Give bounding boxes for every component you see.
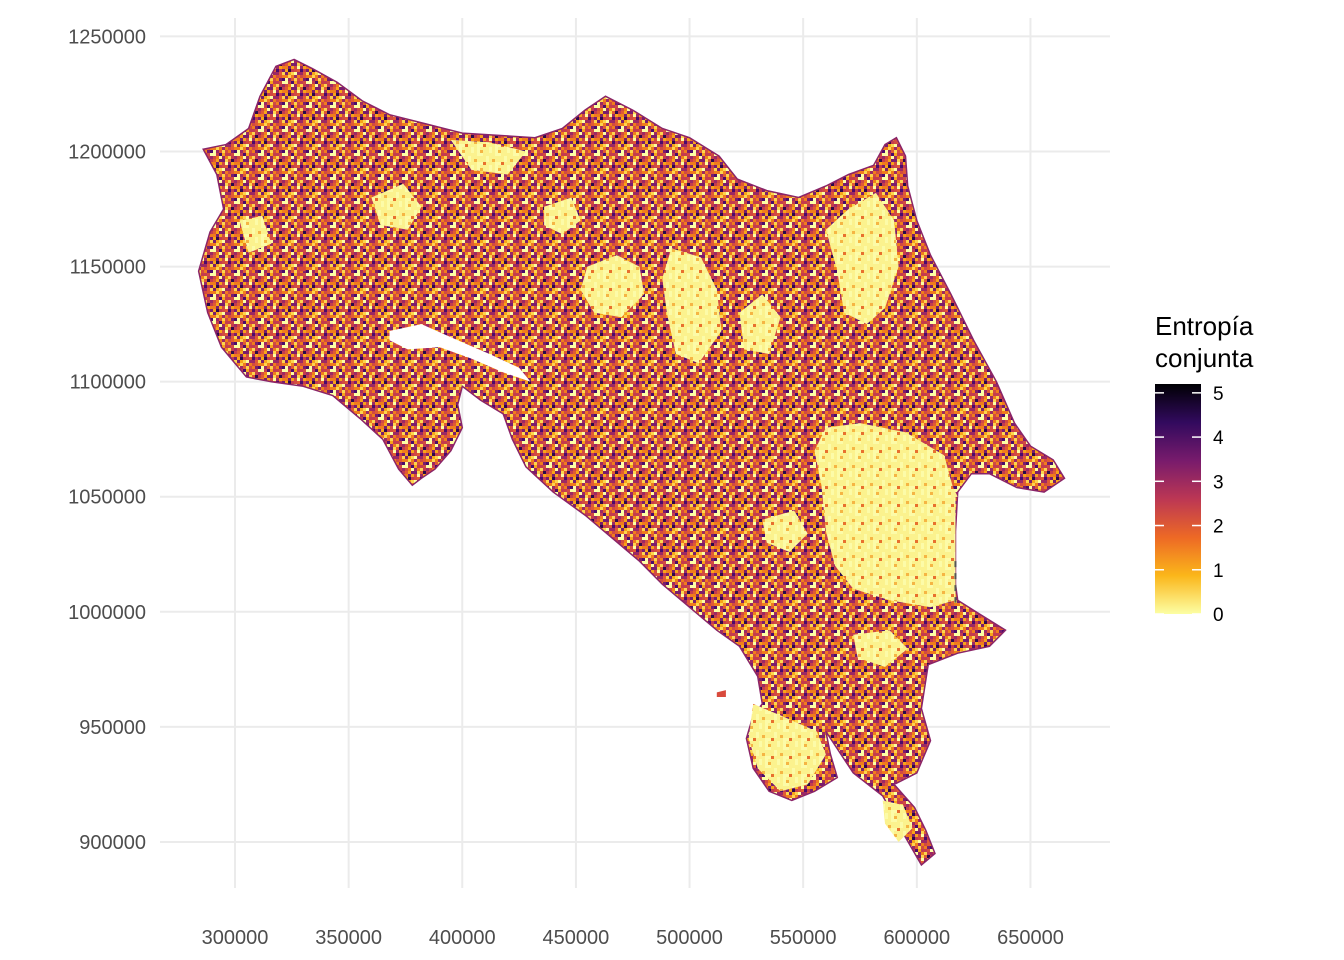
x-tick-label: 450000 <box>543 927 610 949</box>
low-entropy-zone <box>921 473 958 502</box>
island <box>716 690 726 697</box>
gulf-water <box>389 324 531 382</box>
legend-label: 3 <box>1213 472 1224 493</box>
x-tick-label: 600000 <box>883 927 950 949</box>
low-entropy-zone <box>825 192 899 325</box>
y-tick-label: 1000000 <box>68 602 146 624</box>
x-tick-label: 550000 <box>770 927 837 949</box>
low-entropy-zone <box>762 510 808 552</box>
legend-label: 4 <box>1213 428 1224 449</box>
low-entropy-zone <box>882 800 913 842</box>
low-entropy-zone <box>739 294 781 354</box>
low-entropy-zone <box>748 703 826 792</box>
legend-title-line2: conjunta <box>1155 343 1254 373</box>
low-entropy-zone <box>239 215 272 253</box>
legend-label: 2 <box>1213 517 1224 538</box>
low-entropy-zone <box>853 630 908 667</box>
x-tick-label: 650000 <box>997 927 1064 949</box>
legend-title-line1: Entropía <box>1155 311 1254 341</box>
x-tick-label: 400000 <box>429 927 496 949</box>
legend-label: 5 <box>1213 384 1224 405</box>
low-entropy-zone <box>882 508 949 589</box>
low-entropy-zone <box>580 255 645 318</box>
y-tick-label: 900000 <box>79 832 146 854</box>
x-tick-label: 300000 <box>202 927 269 949</box>
legend-label: 0 <box>1213 605 1224 626</box>
low-entropy-zone <box>662 248 722 364</box>
island <box>298 266 306 272</box>
map-layer <box>197 58 1066 867</box>
x-tick-label: 500000 <box>656 927 723 949</box>
legend: Entropía conjunta 5 4 3 2 1 0 <box>1155 311 1254 626</box>
y-tick-label: 950000 <box>79 717 146 739</box>
low-entropy-zone <box>544 197 581 235</box>
x-tick-label: 350000 <box>315 927 382 949</box>
y-tick-label: 1100000 <box>70 372 146 394</box>
y-tick-label: 1050000 <box>68 487 146 509</box>
y-tick-label: 1150000 <box>70 257 146 279</box>
low-entropy-zone <box>450 140 526 175</box>
legend-label: 1 <box>1213 561 1224 582</box>
y-tick-label: 1250000 <box>68 26 146 48</box>
y-tick-label: 1200000 <box>68 141 146 163</box>
axis-labels: 300000 350000 400000 450000 500000 550000 6000… <box>68 26 1064 949</box>
legend-colorbar <box>1155 384 1201 614</box>
low-entropy-zone <box>371 183 422 230</box>
